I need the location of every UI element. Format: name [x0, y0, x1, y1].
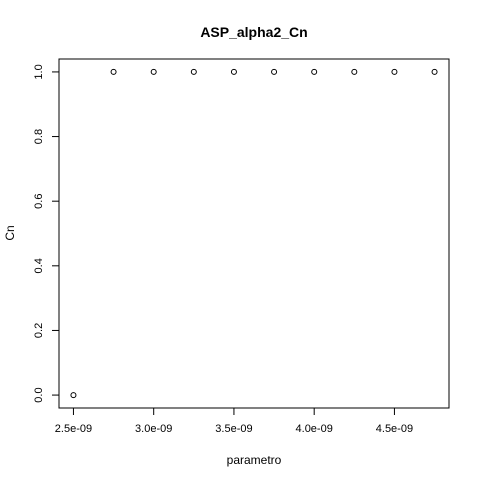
y-axis-label: Cn — [3, 225, 17, 240]
data-point — [230, 68, 237, 75]
x-axis-label: parametro — [227, 453, 282, 467]
x-axis: 2.5e-09 3.0e-09 3.5e-09 4.0e-09 4.5e-09 — [55, 407, 413, 435]
x-tick-label: 3.5e-09 — [215, 423, 252, 435]
y-tick-label: 0.4 — [33, 258, 45, 273]
x-tick-label: 2.5e-09 — [55, 423, 92, 435]
y-tick-label: 0.8 — [33, 129, 45, 144]
x-tick-label: 4.5e-09 — [376, 423, 413, 435]
data-point — [351, 68, 358, 75]
y-tick-label: 1.0 — [33, 64, 45, 79]
data-point — [311, 68, 318, 75]
data-point — [190, 68, 197, 75]
data-point — [150, 68, 157, 75]
y-tick-label: 0.6 — [33, 194, 45, 209]
y-tick-label: 0.2 — [33, 323, 45, 338]
data-point — [431, 68, 438, 75]
data-point — [70, 392, 77, 399]
x-tick-label: 4.0e-09 — [296, 423, 333, 435]
data-points — [70, 68, 438, 399]
data-point — [271, 68, 278, 75]
data-point — [110, 68, 117, 75]
y-tick-label: 0.0 — [33, 387, 45, 402]
y-axis: 0.0 0.2 0.4 0.6 0.8 1.0 — [33, 64, 60, 403]
data-point — [391, 68, 398, 75]
chart-title: ASP_alpha2_Cn — [200, 24, 307, 40]
plot-frame — [58, 58, 450, 409]
x-tick-label: 3.0e-09 — [135, 423, 172, 435]
